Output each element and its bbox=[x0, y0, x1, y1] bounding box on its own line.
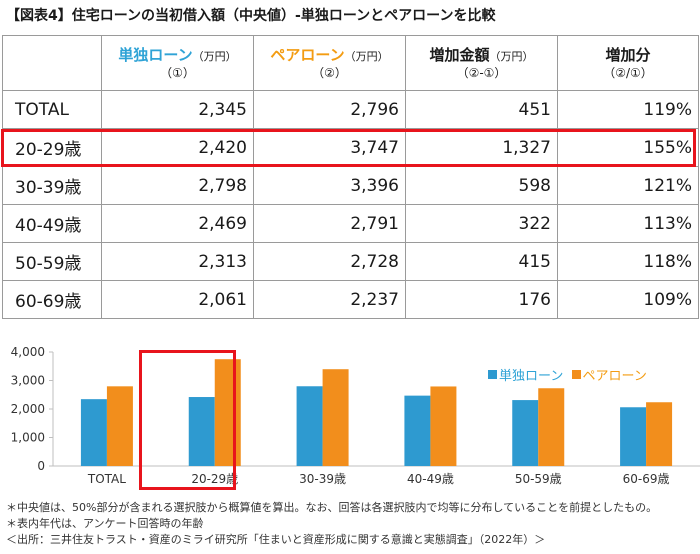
header-increase-amount: 増加金額（万円） （②-①） bbox=[405, 35, 558, 91]
cell-ratio: 113% bbox=[557, 204, 699, 243]
cell-increase: 415 bbox=[405, 242, 558, 281]
header-increase-label: 増加金額 bbox=[429, 45, 490, 64]
cell-increase: 598 bbox=[405, 166, 558, 205]
legend-label-pair: ペアローン bbox=[582, 369, 647, 384]
bar-pair bbox=[322, 369, 349, 466]
highlight-row-box bbox=[1, 129, 696, 167]
row-label: 40-49歳 bbox=[2, 204, 102, 243]
footnote-median: ＊中央値は、50%部分が含まれる選択肢から概算値を算出。なお、回答は各選択肢内で… bbox=[6, 501, 658, 514]
bar-single bbox=[512, 400, 539, 466]
row-label: 50-59歳 bbox=[2, 242, 102, 281]
header-single-label: 単独ローン bbox=[118, 45, 193, 64]
comparison-table: 単独ローン（万円） （①） ペアローン（万円） （②） 増加金額（万円） （②-… bbox=[2, 35, 699, 319]
cell-pair: 2,796 bbox=[253, 90, 406, 129]
cell-single: 2,061 bbox=[101, 280, 254, 319]
cell-pair: 2,237 bbox=[253, 280, 406, 319]
header-increase-sub: （②-①） bbox=[456, 65, 507, 80]
y-tick-label: 3,000 bbox=[11, 374, 45, 388]
row-label: 30-39歳 bbox=[2, 166, 102, 205]
header-single-loan: 単独ローン（万円） （①） bbox=[101, 35, 254, 91]
header-single-unit: （万円） bbox=[192, 49, 237, 63]
cell-single: 2,345 bbox=[101, 90, 254, 129]
cell-ratio: 118% bbox=[557, 242, 699, 281]
figure-title: 【図表4】住宅ローンの当初借入額（中央値）-単独ローンとペアローンを比較 bbox=[6, 8, 496, 24]
header-increase-ratio: 増加分 （②/①） bbox=[557, 35, 699, 91]
y-tick-label: 1,000 bbox=[11, 431, 45, 445]
chart-legend: 単独ローン ペアローン bbox=[488, 365, 647, 384]
footnote-source: ＜出所：三井住友トラスト・資産のミライ研究所「住まいと資産形成に関する意識と実態… bbox=[6, 533, 546, 546]
legend-swatch-pair bbox=[571, 370, 581, 379]
row-label: TOTAL bbox=[2, 90, 102, 129]
cell-single: 2,469 bbox=[101, 204, 254, 243]
bar-single bbox=[80, 399, 107, 466]
x-tick-label: TOTAL bbox=[87, 472, 126, 486]
y-tick-label: 0 bbox=[37, 459, 45, 473]
cell-pair: 2,791 bbox=[253, 204, 406, 243]
header-empty bbox=[2, 35, 102, 91]
y-tick-label: 4,000 bbox=[11, 345, 45, 359]
header-pair-label: ペアローン bbox=[270, 45, 345, 64]
table-row: 50-59歳 2,313 2,728 415 118% bbox=[2, 242, 699, 281]
cell-ratio: 121% bbox=[557, 166, 699, 205]
bar-pair bbox=[214, 359, 241, 466]
table-header-row: 単独ローン（万円） （①） ペアローン（万円） （②） 増加金額（万円） （②-… bbox=[2, 35, 699, 91]
table-row: TOTAL 2,345 2,796 451 119% bbox=[2, 90, 699, 129]
header-pair-sub: （②） bbox=[312, 65, 347, 80]
header-pair-unit: （万円） bbox=[344, 49, 389, 63]
footnotes: ＊中央値は、50%部分が含まれる選択肢から概算値を算出。なお、回答は各選択肢内で… bbox=[6, 500, 657, 548]
row-label: 20-29歳 bbox=[2, 128, 102, 167]
header-increase-unit: （万円） bbox=[489, 49, 534, 63]
table-row: 20-29歳 2,420 3,747 1,327 155% bbox=[2, 128, 699, 167]
x-tick-label: 20-29歳 bbox=[191, 472, 238, 486]
header-ratio-label: 増加分 bbox=[605, 45, 651, 64]
x-tick-label: 40-49歳 bbox=[407, 472, 454, 486]
table-row: 60-69歳 2,061 2,237 176 109% bbox=[2, 280, 699, 319]
cell-increase: 451 bbox=[405, 90, 558, 129]
cell-pair: 3,396 bbox=[253, 166, 406, 205]
header-pair-loan: ペアローン（万円） （②） bbox=[253, 35, 406, 91]
header-ratio-sub: （②/①） bbox=[603, 65, 653, 80]
x-tick-label: 50-59歳 bbox=[515, 472, 562, 486]
bar-single bbox=[296, 386, 323, 466]
legend-label-single: 単独ローン bbox=[499, 369, 564, 384]
cell-ratio: 119% bbox=[557, 90, 699, 129]
bar-pair bbox=[106, 386, 133, 466]
bar-pair bbox=[430, 386, 457, 466]
bar-chart: 0 1,000 2,000 3,000 4,000 TOTAL 20-29歳 30-39歳 40… bbox=[11, 345, 700, 486]
cell-single: 2,798 bbox=[101, 166, 254, 205]
table-row: 40-49歳 2,469 2,791 322 113% bbox=[2, 204, 699, 243]
x-tick-label: 30-39歳 bbox=[299, 472, 346, 486]
header-single-sub: （①） bbox=[160, 65, 195, 80]
x-tick-label: 60-69歳 bbox=[623, 472, 670, 486]
footnote-age: ＊表内年代は、アンケート回答時の年齢 bbox=[6, 517, 204, 530]
cell-single: 2,313 bbox=[101, 242, 254, 281]
legend-swatch-single bbox=[488, 370, 497, 379]
bar-single bbox=[188, 397, 215, 466]
row-label: 60-69歳 bbox=[2, 280, 102, 319]
cell-increase: 322 bbox=[405, 204, 558, 243]
bar-pair bbox=[538, 388, 565, 466]
table-row: 30-39歳 2,798 3,396 598 121% bbox=[2, 166, 699, 205]
cell-pair: 2,728 bbox=[253, 242, 406, 281]
y-tick-label: 2,000 bbox=[11, 402, 45, 416]
bar-single bbox=[620, 407, 647, 466]
highlight-category-box bbox=[139, 350, 236, 490]
cell-ratio: 109% bbox=[557, 280, 699, 319]
bar-single bbox=[404, 395, 431, 466]
cell-ratio: 155% bbox=[557, 128, 699, 167]
bar-pair bbox=[646, 402, 673, 466]
cell-increase: 176 bbox=[405, 280, 558, 319]
